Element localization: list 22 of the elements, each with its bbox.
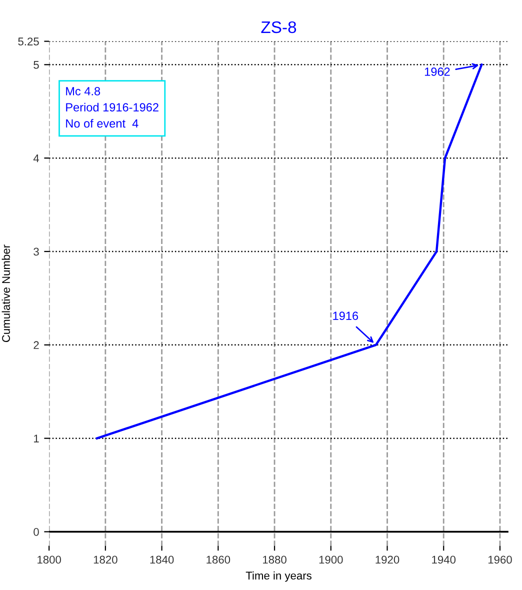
x-tick-label: 1840	[150, 556, 174, 564]
chart-title: ZS-8	[261, 21, 296, 34]
y-tick-label: 5	[34, 61, 39, 69]
y-tick-label: 4	[33, 154, 40, 162]
annotation: Mc 4.8 Period 1916-1962 No of event 4	[66, 87, 158, 128]
x-tick-label: 1940	[432, 556, 456, 564]
y-tick-label: 0	[34, 528, 39, 536]
y-tick-label: 1	[34, 434, 39, 442]
x-tick-label: 1960	[488, 556, 512, 564]
y-tick-label: 5.25	[18, 38, 39, 46]
x-tick-label: 1880	[263, 556, 286, 564]
annotation: 1916	[333, 312, 358, 320]
y-tick-label: 2	[34, 341, 39, 349]
x-axis-title: Time in years	[246, 571, 312, 582]
x-tick-label: 1800	[38, 556, 61, 564]
y-axis-title: Cumulative Number	[2, 244, 10, 342]
x-tick-label: 1920	[376, 556, 400, 564]
x-tick-label: 1860	[206, 556, 230, 564]
x-tick-label: 1900	[319, 556, 343, 564]
x-tick-label: 1820	[94, 556, 118, 564]
annotation: 1962	[424, 68, 450, 76]
y-tick-label: 3	[34, 248, 39, 256]
